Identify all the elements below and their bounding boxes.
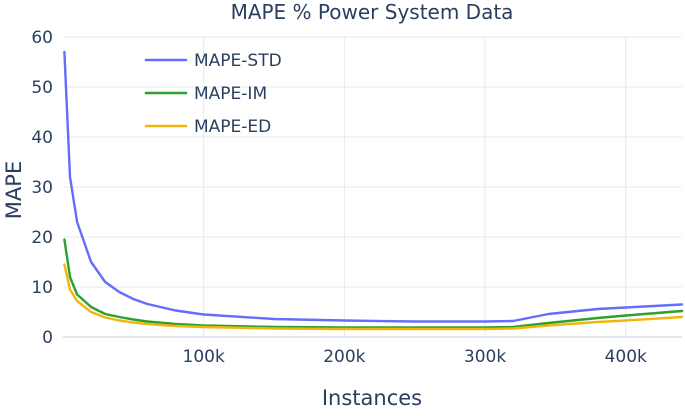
y-tick-label: 10 xyxy=(31,278,53,298)
legend-label: MAPE-ED xyxy=(194,117,271,137)
x-tick-label: 100k xyxy=(183,347,225,367)
series-line-mape-ed xyxy=(63,263,684,331)
y-axis-title: MAPE xyxy=(2,161,26,219)
legend-label: MAPE-IM xyxy=(194,84,267,104)
legend: MAPE-STD MAPE-IM MAPE-ED xyxy=(144,51,282,137)
y-tick-label: 0 xyxy=(42,328,53,348)
chart-title: MAPE % Power System Data xyxy=(231,0,514,24)
y-tick-label: 30 xyxy=(31,178,53,198)
x-tick-label: 400k xyxy=(605,347,647,367)
x-axis-title: Instances xyxy=(322,386,422,410)
y-tick-label: 40 xyxy=(31,128,53,148)
x-axis: 100k 200k 300k 400k xyxy=(183,347,647,367)
y-tick-label: 60 xyxy=(31,28,53,48)
y-axis: 0 10 20 30 40 50 60 xyxy=(31,28,53,348)
gridlines xyxy=(63,36,682,338)
series-line-mape-std xyxy=(63,50,684,323)
y-tick-label: 20 xyxy=(31,228,53,248)
y-tick-label: 50 xyxy=(31,78,53,98)
legend-label: MAPE-STD xyxy=(194,51,282,71)
x-tick-label: 300k xyxy=(464,347,506,367)
series-lines xyxy=(63,50,684,331)
series-line-mape-im xyxy=(63,238,684,329)
x-tick-label: 200k xyxy=(323,347,365,367)
